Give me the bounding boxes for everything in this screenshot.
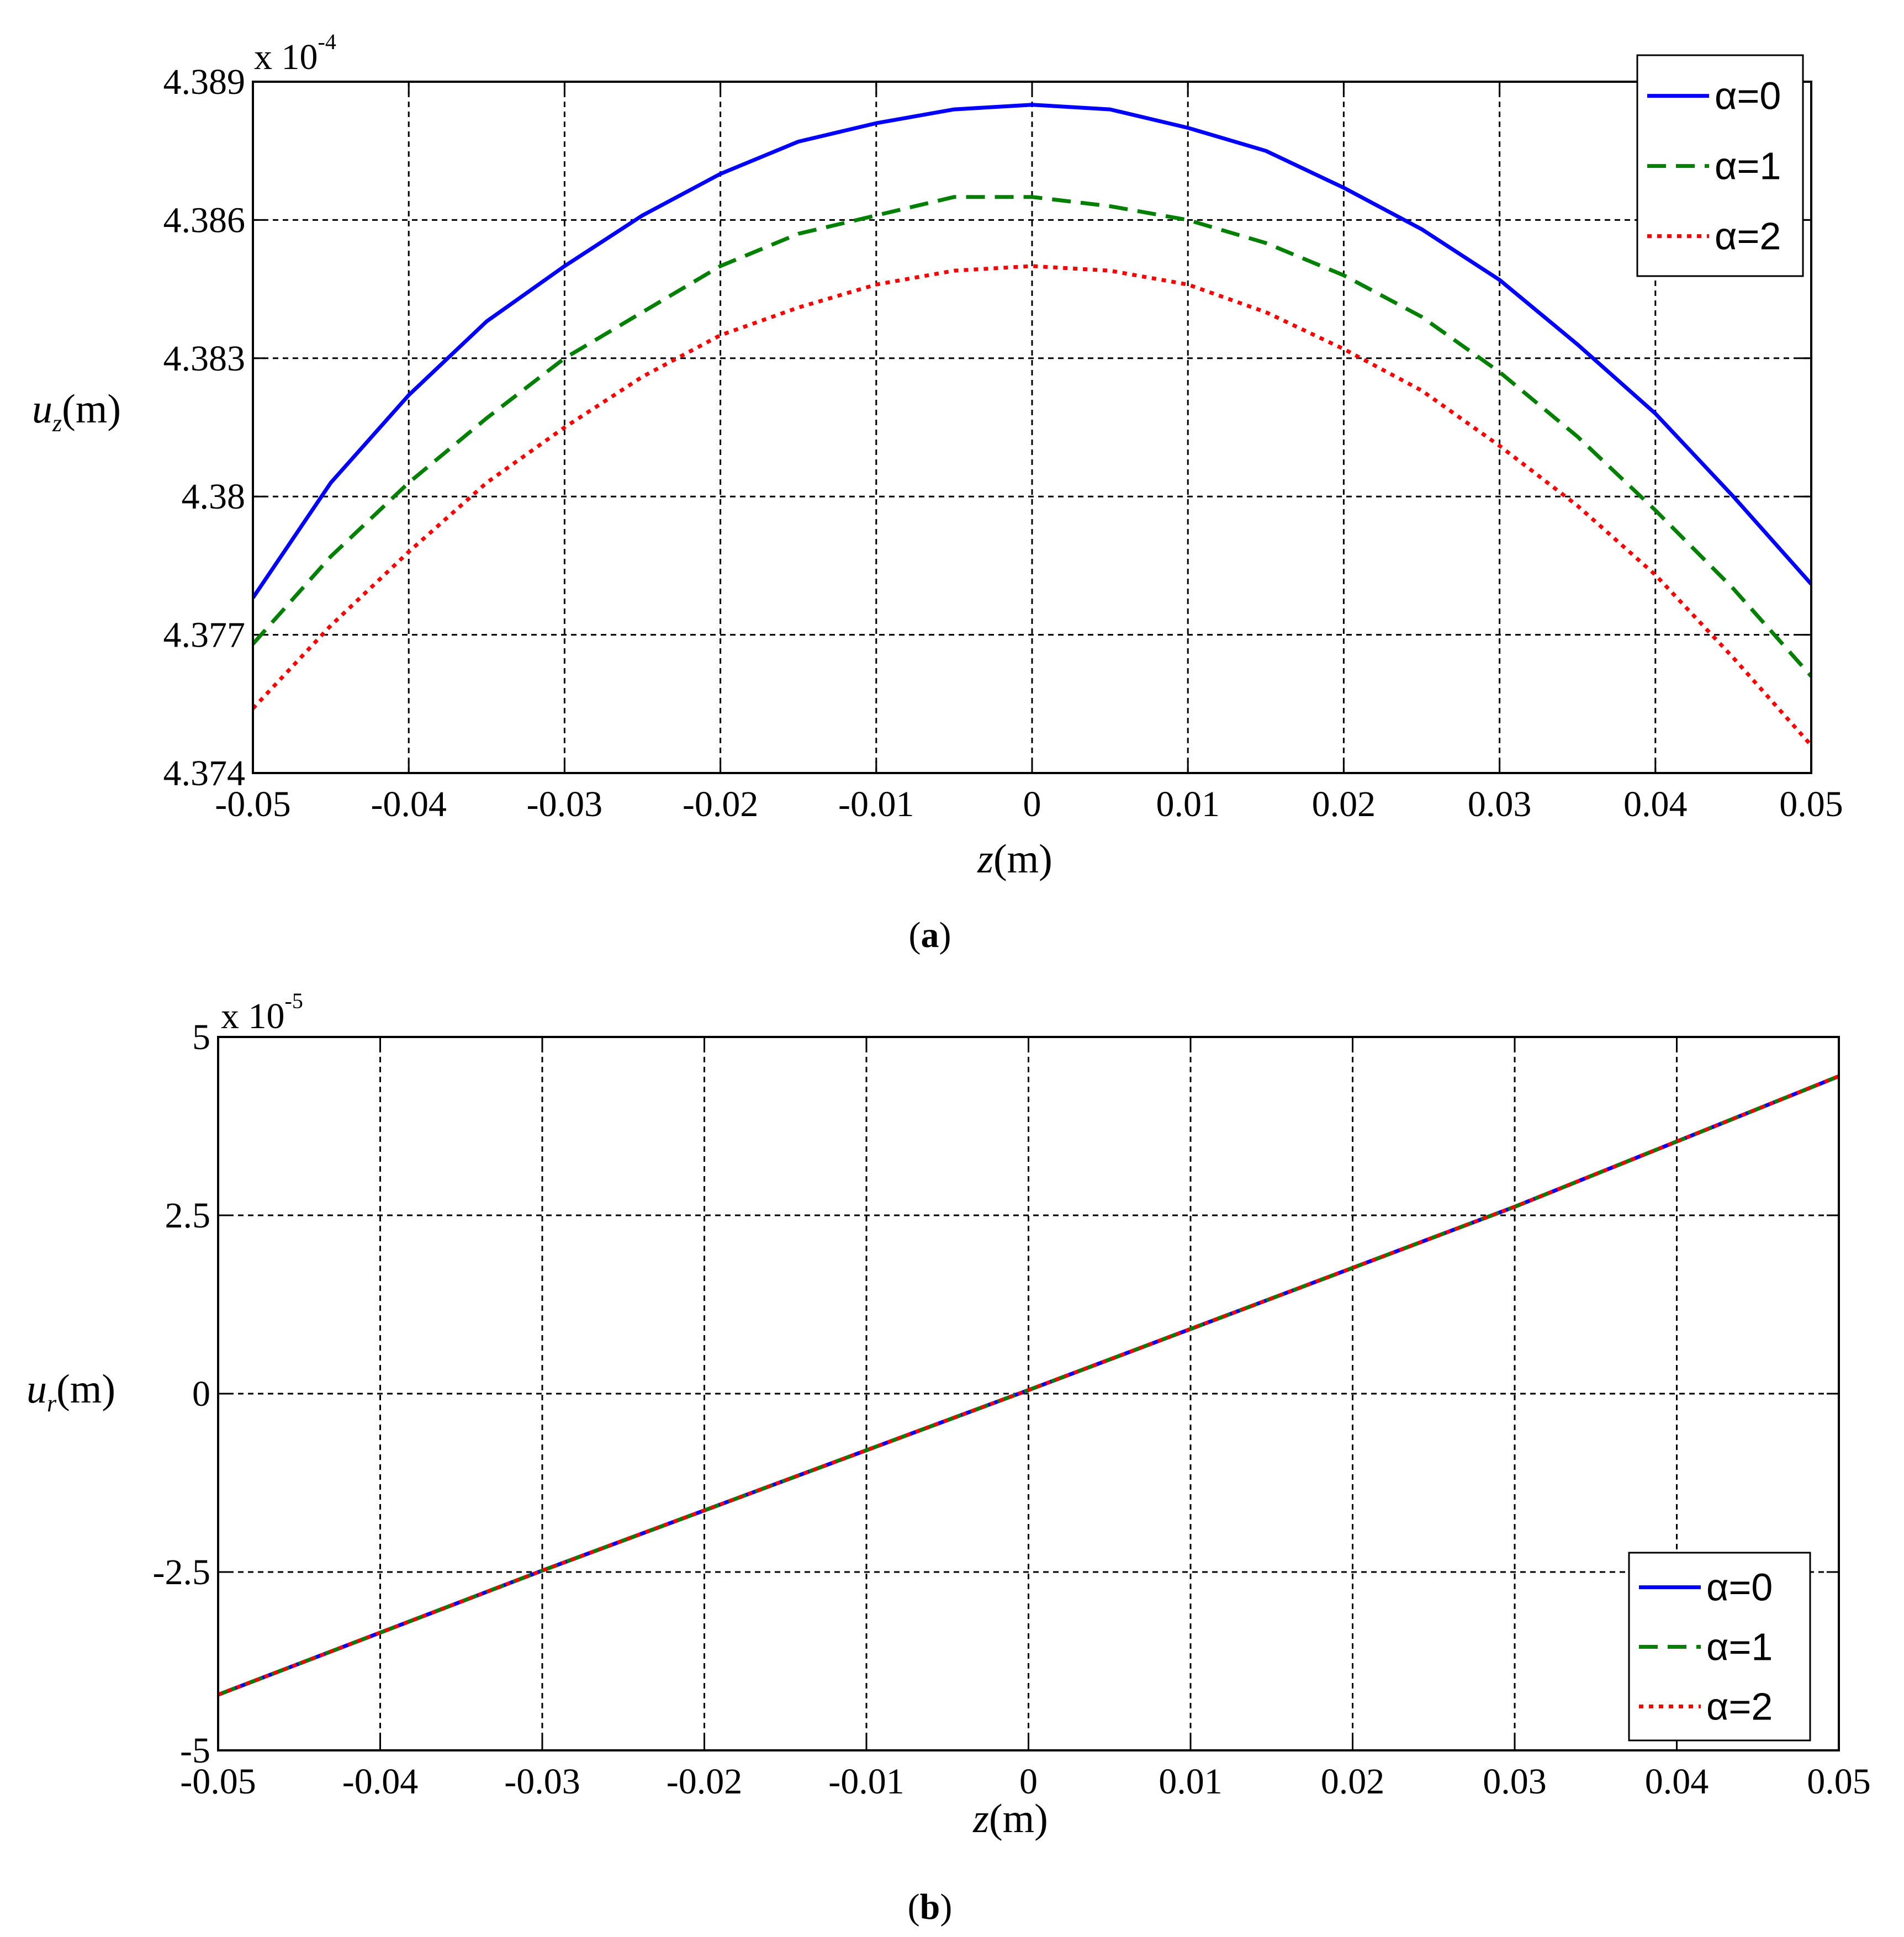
legend: α=0 α=1 α=2 xyxy=(1636,54,1804,277)
caption-letter: b xyxy=(920,1887,940,1927)
series-line-1 xyxy=(253,195,1811,678)
y-axis-unit: (m) xyxy=(56,1367,115,1412)
chart-b: -0.05 -0.04 -0.03 -0.02 -0.01 0 0.01 0.02 0.03 0.… xyxy=(27,988,1871,1927)
y-tick-label: -5 xyxy=(180,1730,210,1771)
caption-close: ) xyxy=(939,915,951,955)
plot-frame xyxy=(252,81,1812,774)
y-tick-label: 4.386 xyxy=(163,200,246,240)
x-axis-label: z(m) xyxy=(972,1796,1048,1841)
legend-label: α=2 xyxy=(1715,215,1781,258)
x-tick-label: 0.04 xyxy=(1623,784,1688,824)
x-axis-unit: (m) xyxy=(989,1796,1048,1841)
x-tick-label: -0.02 xyxy=(667,1761,742,1802)
exponent-label: x 10-5 xyxy=(221,988,303,1036)
y-tick-label: 2.5 xyxy=(165,1195,211,1236)
x-tick-label: -0.03 xyxy=(504,1761,580,1802)
x-tick-label: -0.04 xyxy=(371,784,446,824)
x-tick-label: 0.03 xyxy=(1483,1761,1547,1802)
x-tick-label: 0.04 xyxy=(1645,1761,1709,1802)
x-tick-label: -0.04 xyxy=(342,1761,418,1802)
x-tick-label: 0.05 xyxy=(1807,1761,1871,1802)
exponent-power: -4 xyxy=(318,29,336,54)
y-tick-label: 4.389 xyxy=(163,62,246,102)
x-axis-label: z(m) xyxy=(977,837,1053,882)
y-axis-label: uz(m) xyxy=(32,387,121,437)
x-tick-label: 0.01 xyxy=(1156,784,1220,824)
x-tick-label: -0.02 xyxy=(683,784,758,824)
series-line-2 xyxy=(218,1074,1839,1697)
exponent-base: x 10 xyxy=(254,37,318,77)
caption-close: ) xyxy=(940,1887,952,1927)
caption-open: ( xyxy=(908,1887,920,1927)
legend-box xyxy=(1628,1552,1811,1742)
exponent-power: -5 xyxy=(285,988,303,1013)
x-tick-label: -0.05 xyxy=(215,784,290,824)
y-tick-label: -2.5 xyxy=(153,1552,210,1592)
y-tick-label: 4.38 xyxy=(182,477,246,517)
y-axis-label: ur(m) xyxy=(27,1367,115,1417)
figure-caption: (b) xyxy=(908,1887,953,1927)
x-tick-label: 0.03 xyxy=(1468,784,1532,824)
plot-frame xyxy=(217,1036,1840,1751)
y-axis-subscript: r xyxy=(47,1390,57,1417)
x-tick-label: -0.01 xyxy=(828,1761,904,1802)
x-axis-unit: (m) xyxy=(993,837,1053,882)
legend-label: α=2 xyxy=(1706,1685,1773,1728)
legend: α=0 α=1 α=2 xyxy=(1628,1552,1811,1742)
caption-letter: a xyxy=(921,915,939,955)
x-tick-label: -0.01 xyxy=(838,784,914,824)
y-axis-symbol: u xyxy=(32,387,52,432)
legend-label: α=0 xyxy=(1715,75,1781,118)
x-axis-symbol: z xyxy=(977,837,993,882)
y-tick-label: 4.377 xyxy=(163,615,246,655)
x-axis-symbol: z xyxy=(972,1796,989,1841)
x-tick-label: 0.01 xyxy=(1159,1761,1223,1802)
y-axis-symbol: u xyxy=(27,1367,47,1412)
caption-open: ( xyxy=(909,915,921,955)
x-tick-label: -0.05 xyxy=(180,1761,256,1802)
exponent-base: x 10 xyxy=(221,996,285,1036)
x-tick-label: 0.05 xyxy=(1779,784,1843,824)
y-tick-label: 4.374 xyxy=(163,753,246,793)
x-tick-label: 0.02 xyxy=(1321,1761,1385,1802)
exponent-label: x 10-4 xyxy=(254,29,336,77)
x-tick-label: 0 xyxy=(1019,1761,1038,1802)
legend-label: α=1 xyxy=(1715,145,1781,188)
y-axis-subscript: z xyxy=(52,410,62,437)
series-line-0 xyxy=(253,103,1811,599)
y-tick-label: 0 xyxy=(192,1374,210,1414)
figure-caption: (a) xyxy=(909,915,951,955)
y-axis-unit: (m) xyxy=(62,387,121,432)
legend-label: α=0 xyxy=(1706,1566,1773,1609)
chart-a: -0.05 -0.04 -0.03 -0.02 -0.01 0 0.01 0.02 0.03 0.… xyxy=(32,29,1843,955)
x-tick-label: 0.02 xyxy=(1312,784,1376,824)
x-tick-label: -0.03 xyxy=(527,784,602,824)
legend-label: α=1 xyxy=(1706,1626,1773,1669)
y-tick-label: 5 xyxy=(192,1017,210,1057)
y-tick-label: 4.383 xyxy=(163,338,246,379)
x-tick-label: 0 xyxy=(1023,784,1041,824)
